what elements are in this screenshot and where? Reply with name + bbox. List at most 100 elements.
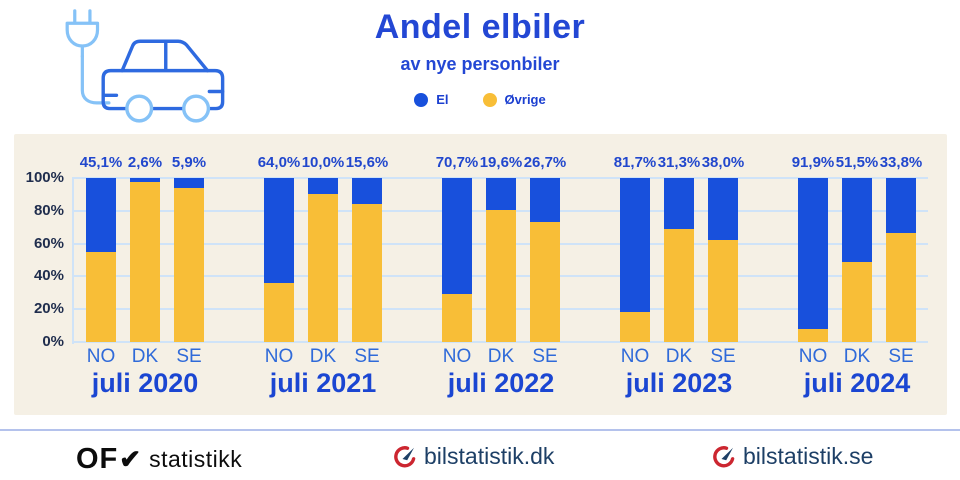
bar-segment-el [708,178,738,241]
bar-segment-el [264,178,294,283]
bar-segment-ovrige [664,229,694,342]
bar-value-label: 15,6% [345,154,389,171]
y-axis-tick: 0% [42,333,64,350]
ofv-check-icon: ✔ [119,444,142,474]
country-label-no: NO [264,346,294,367]
y-axis-tick: 80% [33,201,64,219]
bar-segment-ovrige [530,221,560,342]
bar-segment-el [486,178,516,211]
group-label-juli-2024: juli 2024 [803,368,911,398]
country-label-se: SE [532,346,558,367]
bar-no-juli-2021 [264,178,294,342]
y-axis-tick: 60% [33,234,64,252]
bar-no-juli-2022 [442,178,472,342]
country-label-dk: DK [665,346,693,367]
legend-item-øvrige: Øvrige [482,92,546,107]
bar-se-juli-2023 [708,178,738,342]
country-label-dk: DK [843,346,871,367]
page-subtitle: av nye personbiler [400,54,560,74]
y-axis-tick: 100% [25,169,64,186]
bar-value-label: 51,5% [835,154,879,171]
electric-car-plug-icon [65,9,225,123]
legend-dot-icon [414,92,429,107]
gridline [72,341,928,343]
bar-value-label: 45,1% [79,154,123,171]
bar-value-label: 33,8% [879,154,923,171]
y-axis-tick: 20% [33,300,64,318]
bar-dk-juli-2024 [842,178,872,342]
y-axis-tick: 40% [33,267,64,285]
group-label-juli-2023: juli 2023 [625,368,733,398]
bar-segment-el [620,178,650,312]
legend-label: El [436,92,449,107]
country-label-se: SE [354,346,380,367]
country-label-no: NO [86,346,116,367]
ofv-logo-text: OF [76,443,119,475]
country-label-no: NO [798,346,828,367]
bar-value-label: 19,6% [479,154,523,171]
bar-value-label: 70,7% [435,154,479,171]
bar-segment-ovrige [886,233,916,342]
bar-segment-el [842,178,872,263]
bar-segment-ovrige [352,203,382,342]
bar-no-juli-2024 [798,178,828,342]
bar-segment-ovrige [86,251,116,342]
bar-segment-el [798,178,828,329]
bar-value-label: 91,9% [791,154,835,171]
bar-value-label: 31,3% [657,154,701,171]
bar-value-label: 2,6% [127,154,163,171]
legend-label: Øvrige [504,92,546,107]
bar-no-juli-2020 [86,178,116,342]
chart-panel: 100% 80% 60% 40% 20% 0% 45,1% NO 2,6% DK 5,9% SE jul… [14,134,947,415]
bilstatistik-se-logo: bilstatistik.se [712,443,873,470]
ofv-statistikk-logo: OF ✔ statistikk [76,443,242,476]
bar-segment-el [86,178,116,252]
bar-segment-el [130,178,160,183]
country-label-dk: DK [131,346,159,367]
bilstatistik-dk-logo: bilstatistik.dk [393,443,554,470]
bar-dk-juli-2022 [486,178,516,342]
bar-segment-el [442,178,472,294]
bar-se-juli-2024 [886,178,916,342]
bar-segment-ovrige [130,182,160,342]
bar-segment-el [352,178,382,204]
bar-dk-juli-2020 [130,178,160,342]
bar-segment-ovrige [486,210,516,342]
bar-se-juli-2022 [530,178,560,342]
bar-value-label: 81,7% [613,154,657,171]
bar-segment-ovrige [842,262,872,342]
bar-value-label: 5,9% [171,154,207,171]
speedometer-icon [394,445,416,467]
footer-divider [0,429,960,431]
bilstatistik-dk-label: bilstatistik.dk [424,443,555,469]
ofv-logo-suffix: statistikk [149,446,243,472]
bar-no-juli-2023 [620,178,650,342]
bar-se-juli-2021 [352,178,382,342]
chart-legend: El Øvrige [0,92,960,107]
speedometer-icon [713,445,735,467]
legend-dot-icon [482,92,497,107]
bar-dk-juli-2021 [308,178,338,342]
bilstatistik-se-label: bilstatistik.se [743,443,874,469]
country-label-no: NO [620,346,650,367]
bar-se-juli-2020 [174,178,204,342]
country-label-se: SE [710,346,736,367]
bar-segment-ovrige [174,187,204,342]
bar-segment-ovrige [308,194,338,342]
y-axis-line [72,178,74,344]
page-title: Andel elbiler [374,8,586,46]
bar-segment-el [664,178,694,230]
country-label-no: NO [442,346,472,367]
bar-segment-ovrige [708,240,738,342]
country-label-dk: DK [309,346,337,367]
group-label-juli-2022: juli 2022 [447,368,555,398]
bar-segment-ovrige [798,328,828,342]
bar-value-label: 64,0% [257,154,301,171]
group-label-juli-2020: juli 2020 [91,368,199,398]
bar-value-label: 38,0% [701,154,745,171]
group-label-juli-2021: juli 2021 [269,368,377,398]
country-label-se: SE [176,346,202,367]
bar-value-label: 10,0% [301,154,345,171]
bar-segment-ovrige [620,311,650,342]
